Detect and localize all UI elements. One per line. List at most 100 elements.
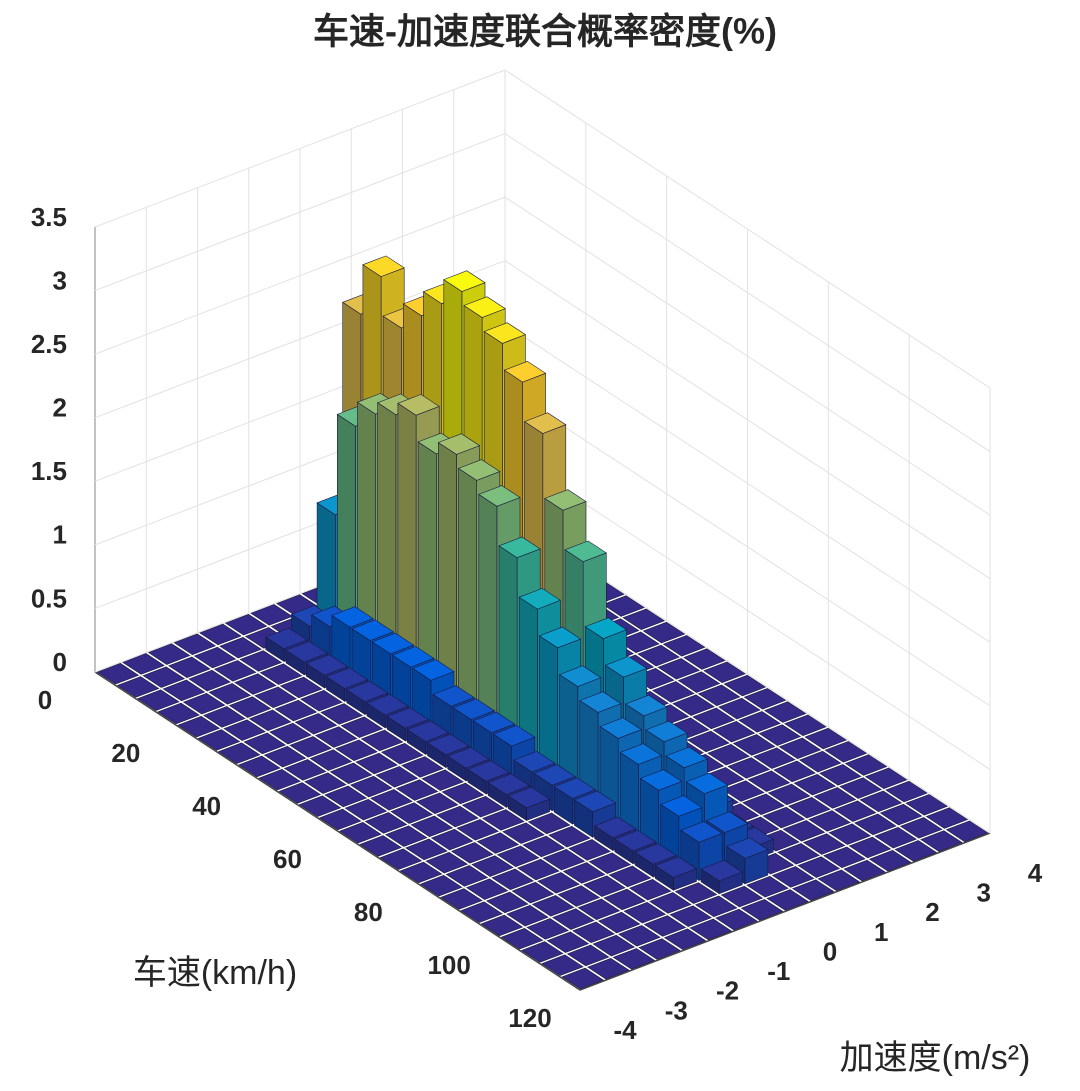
bar-top [541, 954, 584, 976]
bar-top [254, 686, 297, 709]
bar-top [784, 714, 827, 737]
bar-top [602, 595, 645, 617]
bar [188, 669, 231, 692]
bar-top [707, 743, 750, 766]
bar-top [300, 689, 343, 712]
bar-top [228, 696, 272, 718]
bar-top [623, 901, 667, 924]
bar-top [828, 823, 872, 845]
bar-top [457, 459, 501, 481]
x-tick-label: 20 [111, 738, 140, 768]
bar-top [561, 967, 604, 990]
bar-top [782, 820, 826, 842]
bar [279, 676, 323, 699]
bar [669, 905, 712, 927]
bar [405, 838, 448, 861]
bar [496, 845, 540, 868]
bar [197, 729, 241, 751]
bar-top [335, 739, 378, 762]
bar-top [777, 843, 820, 865]
bar [425, 851, 468, 874]
bar-top [612, 948, 656, 970]
bar-top [298, 795, 342, 817]
bar-top [703, 661, 746, 684]
bar-top [747, 770, 791, 792]
bar-top [662, 635, 706, 657]
bar [223, 719, 266, 741]
bar-top [346, 680, 389, 703]
bar-top [188, 669, 231, 692]
bar-top [472, 711, 516, 734]
bar-top [720, 885, 764, 908]
bar [320, 703, 363, 725]
bar-top [762, 806, 806, 829]
bar-top [544, 489, 587, 511]
bar-top [652, 681, 695, 703]
bar-top [397, 394, 440, 416]
bar [162, 679, 206, 702]
bar [243, 732, 287, 755]
bar [700, 859, 743, 895]
bar-top [223, 719, 266, 741]
bar-top [142, 666, 186, 688]
bar-top [263, 745, 307, 768]
bar [722, 780, 765, 802]
bar [771, 866, 815, 888]
bar-top [859, 790, 903, 813]
bar-top [243, 732, 287, 755]
bar-top [441, 782, 485, 805]
y-tick-label: 2 [925, 897, 939, 927]
bar-top [379, 848, 423, 870]
bar [451, 842, 494, 864]
bar-top [390, 802, 433, 824]
bar-top [375, 766, 419, 788]
bar-top [274, 699, 318, 722]
bar [541, 954, 584, 976]
bar [278, 782, 322, 804]
bar [116, 676, 160, 698]
bar-top [513, 750, 556, 773]
bar-top [460, 901, 503, 923]
bar [355, 752, 398, 775]
bar [792, 879, 835, 901]
bar [399, 861, 443, 884]
bar-top [697, 684, 741, 707]
bar [592, 934, 636, 957]
bar-top [239, 650, 283, 672]
bar-top [604, 656, 648, 678]
bar [617, 631, 660, 654]
bar [762, 806, 806, 829]
bar [868, 849, 912, 872]
bar-top [248, 709, 292, 732]
bar [379, 848, 423, 870]
bar [597, 911, 641, 934]
bar [456, 819, 499, 841]
bar [813, 787, 857, 809]
bar [743, 688, 787, 710]
bar-top [173, 633, 217, 656]
bar-top [899, 817, 943, 839]
bar [703, 661, 746, 684]
bar [193, 646, 237, 669]
bar-top [432, 685, 475, 707]
bar-top [649, 892, 692, 914]
bar-top [366, 693, 409, 716]
bar [753, 747, 796, 769]
bar-top [324, 785, 367, 808]
bar [517, 858, 560, 881]
bar [689, 918, 733, 941]
bar-top [518, 588, 562, 610]
bar-top [492, 724, 536, 747]
bar-top [634, 843, 677, 865]
bar-top [304, 772, 347, 794]
bar [203, 706, 246, 728]
y-tick-label: 1 [874, 917, 888, 947]
bar-top [638, 938, 681, 960]
bar-top [824, 741, 868, 763]
bar [375, 766, 419, 788]
bar-top [259, 663, 303, 685]
bar [662, 635, 706, 657]
bar [782, 820, 826, 842]
bar-top [622, 608, 666, 631]
bar [798, 750, 842, 773]
